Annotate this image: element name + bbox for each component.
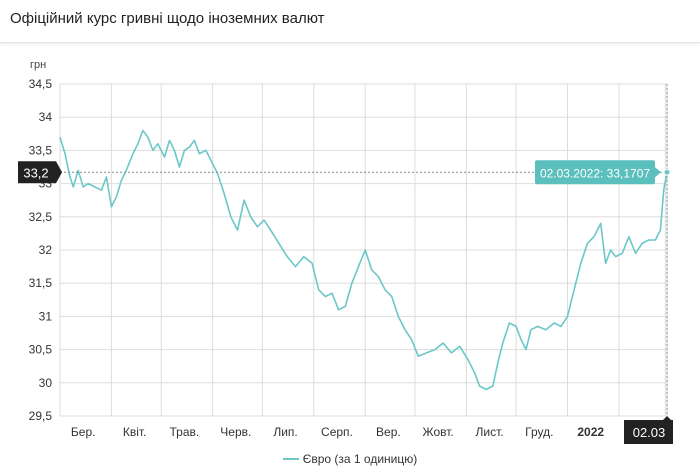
- y-tick-label: 30,5: [29, 343, 53, 357]
- page-header: Офіційний курс гривні щодо іноземних вал…: [0, 0, 700, 43]
- x-tick-label: Жовт.: [423, 425, 454, 439]
- grid: [59, 83, 668, 417]
- tooltip-text: 02.03.2022: 33,1707: [540, 166, 650, 180]
- x-tick-label: Квіт.: [123, 425, 147, 439]
- y-axis-label: грн: [30, 59, 46, 71]
- x-tick-label: Серп.: [321, 425, 353, 439]
- crosshair: 33,2 02.03 02.03.2022: 33,1707: [18, 84, 673, 444]
- hover-point: [663, 168, 671, 176]
- x-tick-label: Груд.: [525, 425, 553, 439]
- y-value-flag: 33,2: [18, 161, 62, 184]
- x-tick-label: 2022: [577, 425, 604, 439]
- y-tick-label: 34: [39, 110, 53, 124]
- y-tick-label: 32,5: [29, 210, 53, 224]
- y-flag-label: 33,2: [23, 165, 48, 180]
- x-value-flag: 02.03: [624, 416, 673, 444]
- y-tick-label: 31: [39, 309, 53, 323]
- legend-label-euro: Євро (за 1 одиницю): [302, 452, 418, 466]
- x-flag-label: 02.03: [633, 425, 666, 440]
- x-tick-label: Трав.: [170, 425, 200, 439]
- x-tick-label: Вер.: [376, 425, 401, 439]
- y-tick-label: 33,5: [29, 143, 53, 157]
- page-title: Офіційний курс гривні щодо іноземних вал…: [10, 10, 325, 27]
- y-tick-label: 30: [39, 376, 53, 390]
- y-tick-label: 32: [39, 243, 53, 257]
- series-euro: [59, 129, 668, 391]
- chart-legend[interactable]: Євро (за 1 одиницю): [0, 452, 700, 466]
- x-tick-label: Бер.: [71, 425, 96, 439]
- legend-swatch-euro: [282, 457, 299, 460]
- x-axis: Бер. Квіт. Трав. Черв. Лип. Серп. Вер. Жовт. Лис…: [71, 425, 604, 439]
- y-tick-label: 34,5: [29, 77, 53, 91]
- x-tick-label: Черв.: [220, 425, 251, 439]
- x-tick-label: Лип.: [273, 425, 297, 439]
- y-tick-label: 31,5: [29, 276, 53, 290]
- tooltip: 02.03.2022: 33,1707: [535, 160, 661, 185]
- y-tick-label: 29,5: [29, 409, 53, 423]
- x-tick-label: Лист.: [476, 425, 504, 439]
- series-line-euro: [59, 129, 668, 391]
